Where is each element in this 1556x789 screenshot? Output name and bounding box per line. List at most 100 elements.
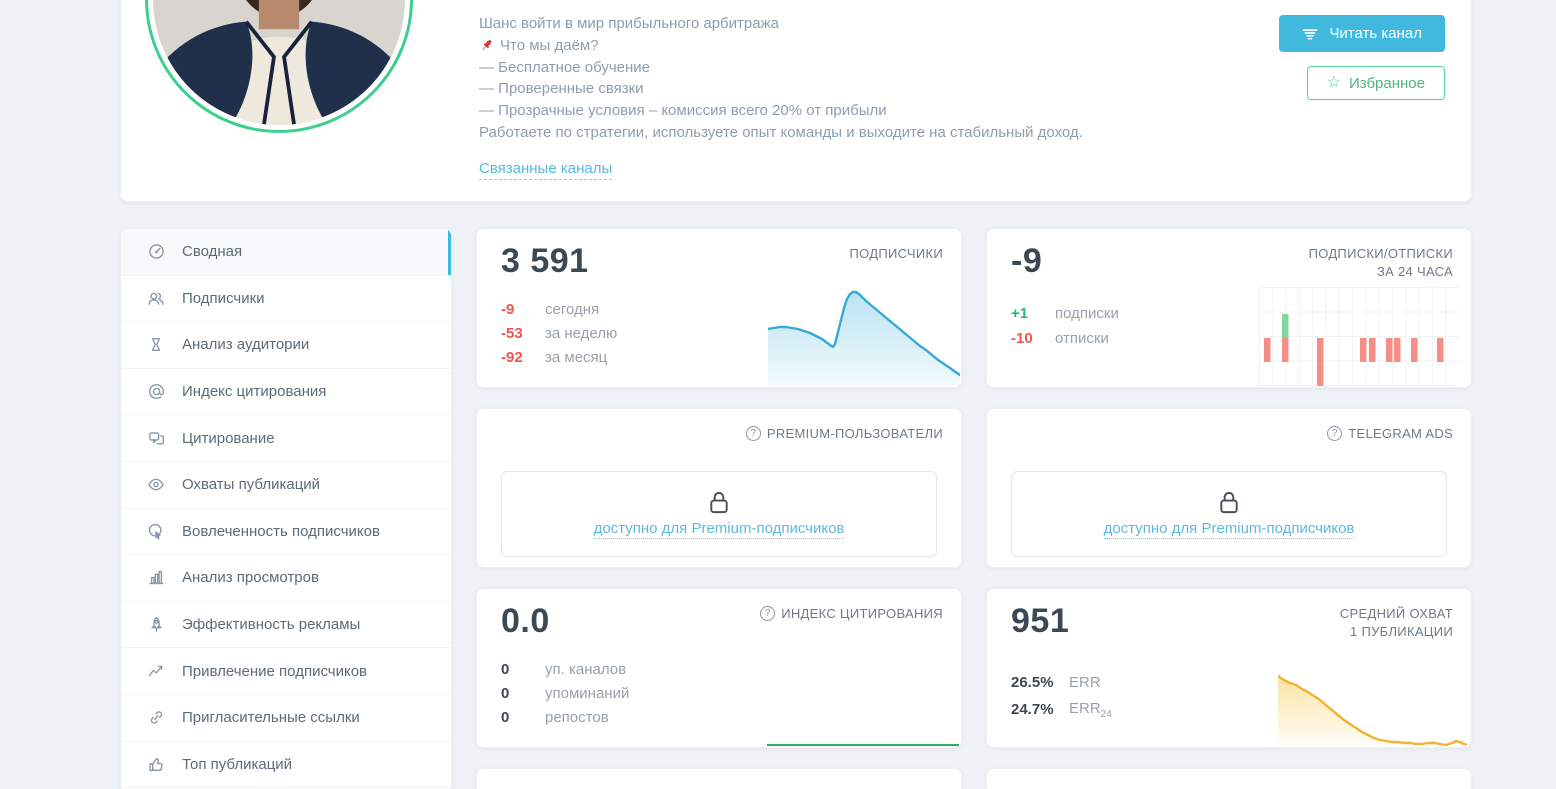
reach-card-title: СРЕДНИЙ ОХВАТ <box>1339 606 1453 621</box>
subscribers-card-title: ПОДПИСЧИКИ <box>849 246 943 261</box>
stat-row: -9 сегодня <box>501 297 617 321</box>
stat-label: за неделю <box>545 324 618 342</box>
lock-icon <box>1218 490 1240 515</box>
at-icon <box>147 383 165 401</box>
stat-value: +1 <box>1011 305 1029 322</box>
trend-icon <box>147 662 165 680</box>
stat-label: за месяц <box>545 349 608 367</box>
stat-row: 24.7% ERR24 <box>1011 696 1112 723</box>
engagement-icon <box>147 522 165 540</box>
sidebar-item-label: Вовлеченность подписчиков <box>182 522 380 540</box>
pushpin-icon <box>479 38 494 53</box>
thumbs-up-icon <box>147 755 165 773</box>
partial-card-right <box>986 768 1472 789</box>
sidebar-item-9[interactable]: Привлечение подписчиков <box>121 648 451 695</box>
rocket-icon <box>147 616 165 634</box>
sidebar-item-5[interactable]: Охваты публикаций <box>121 462 451 509</box>
reach-stats: 26.5% ERR 24.7% ERR24 <box>1011 669 1112 723</box>
description-line: — Проверенные связки <box>479 80 644 98</box>
stat-row: -53 за неделю <box>501 321 617 345</box>
reach-value: 951 <box>1011 602 1070 640</box>
subscribers-chart <box>768 284 960 386</box>
subs-unsubs-card-subtitle: ЗА 24 ЧАСА <box>1376 264 1453 279</box>
sidebar-item-label: Анализ аудитории <box>182 336 310 354</box>
citation-card-title: ИНДЕКС ЦИТИРОВАНИЯ <box>781 606 943 621</box>
ads-locked-box: доступно для Premium-подписчиков <box>1011 471 1447 557</box>
description-line: Что мы даём? <box>479 35 1199 57</box>
help-icon[interactable]: ? <box>1327 426 1343 441</box>
description-line: — Прозрачные условия – комиссия всего 20… <box>479 102 887 120</box>
hourglass-icon <box>147 336 165 354</box>
stat-value: 0 <box>501 708 510 726</box>
related-channels-link[interactable]: Связанные каналы <box>479 160 613 180</box>
subs-unsubs-card-title: ПОДПИСКИ/ОТПИСКИ <box>1308 246 1453 261</box>
quote-icon <box>147 429 165 447</box>
sidebar-item-1[interactable]: Подписчики <box>121 276 451 323</box>
stat-label: репостов <box>545 708 609 726</box>
citation-stats: 0 уп. каналов 0 упоминаний 0 репостов <box>501 657 629 729</box>
stat-label: уп. каналов <box>545 660 627 678</box>
sidebar-item-label: Привлечение подписчиков <box>182 662 368 680</box>
citation-chart <box>767 744 959 746</box>
stat-label: отписки <box>1055 330 1109 347</box>
sidebar-item-6[interactable]: Вовлеченность подписчиков <box>121 509 451 556</box>
help-icon[interactable]: ? <box>760 606 776 621</box>
description-line: Шанс войти в мир прибыльного арбитража <box>479 15 779 32</box>
subs-unsubs-card: -9 ПОДПИСКИ/ОТПИСКИ ЗА 24 ЧАСА +1 подписк… <box>986 228 1472 388</box>
sidebar-item-3[interactable]: Индекс цитирования <box>121 369 451 416</box>
sidebar-item-label: Эффективность рекламы <box>182 616 361 634</box>
description-line: Работаете по стратегии, используете опыт… <box>479 123 1083 141</box>
sidebar-item-4[interactable]: Цитирование <box>121 415 451 462</box>
users-icon <box>147 289 165 307</box>
favorite-button[interactable]: ☆ Избранное <box>1306 66 1445 100</box>
channel-lines-icon <box>1302 26 1318 42</box>
premium-card-title: PREMIUM-ПОЛЬЗОВАТЕЛИ <box>766 426 943 441</box>
sidebar-item-label: Пригласительные ссылки <box>182 709 360 727</box>
lock-icon <box>708 490 730 515</box>
stat-row: 26.5% ERR <box>1011 669 1112 696</box>
stat-row: -10 отписки <box>1011 326 1119 351</box>
read-channel-button[interactable]: Читать канал <box>1279 15 1445 52</box>
stat-value: -53 <box>501 324 523 342</box>
help-icon[interactable]: ? <box>745 426 761 441</box>
stat-value: 24.7% <box>1011 701 1054 718</box>
sidebar-item-label: Анализ просмотров <box>182 569 319 587</box>
sidebar-item-8[interactable]: Эффективность рекламы <box>121 602 451 649</box>
sidebar-item-7[interactable]: Анализ просмотров <box>121 555 451 602</box>
citation-value: 0.0 <box>501 602 550 640</box>
reach-card-subtitle: 1 ПУБЛИКАЦИИ <box>1350 624 1453 639</box>
profile-card: Шанс войти в мир прибыльного арбитража Чт… <box>120 0 1472 202</box>
subs-unsubs-value: -9 <box>1011 242 1043 280</box>
subscribers-stats: -9 сегодня -53 за неделю -92 за месяц <box>501 297 617 370</box>
partial-card-left <box>476 768 962 789</box>
stat-row: 0 уп. каналов <box>501 657 629 681</box>
ads-access-link[interactable]: доступно для Premium-подписчиков <box>1103 519 1355 539</box>
sidebar-item-label: Охваты публикаций <box>182 476 321 494</box>
sidebar-item-label: Индекс цитирования <box>182 383 327 401</box>
subs-unsubs-chart <box>1259 283 1459 386</box>
stat-row: +1 подписки <box>1011 301 1119 326</box>
stat-value: 0 <box>501 684 510 702</box>
premium-users-card: ? PREMIUM-ПОЛЬЗОВАТЕЛИ доступно для Prem… <box>476 408 962 568</box>
sidebar-item-label: Сводная <box>182 243 243 261</box>
sidebar-item-0[interactable]: Сводная <box>121 229 451 276</box>
link-icon <box>147 709 165 727</box>
sidebar-item-2[interactable]: Анализ аудитории <box>121 322 451 369</box>
sidebar-menu: Сводная Подписчики Анализ аудитории Индекс … <box>120 228 452 789</box>
premium-locked-box: доступно для Premium-подписчиков <box>501 471 937 557</box>
sidebar-item-11[interactable]: Топ публикаций <box>121 742 451 789</box>
citation-index-card: 0.0 ? ИНДЕКС ЦИТИРОВАНИЯ 0 уп. каналов 0 уп… <box>476 588 962 748</box>
sidebar-item-10[interactable]: Пригласительные ссылки <box>121 695 451 742</box>
stat-label: ERR24 <box>1069 699 1112 720</box>
telegram-ads-card-title: TELEGRAM ADS <box>1348 426 1453 441</box>
stat-label: подписки <box>1055 305 1119 322</box>
bar-chart-icon <box>147 569 165 587</box>
stat-value: 0 <box>501 660 510 678</box>
premium-access-link[interactable]: доступно для Premium-подписчиков <box>593 519 845 539</box>
average-reach-card: 951 СРЕДНИЙ ОХВАТ 1 ПУБЛИКАЦИИ 26.5% ERR 2… <box>986 588 1472 748</box>
stat-value: 26.5% <box>1011 674 1054 691</box>
gauge-icon <box>147 243 165 261</box>
description-line: — Бесплатное обучение <box>479 58 651 76</box>
star-icon: ☆ <box>1326 74 1341 91</box>
